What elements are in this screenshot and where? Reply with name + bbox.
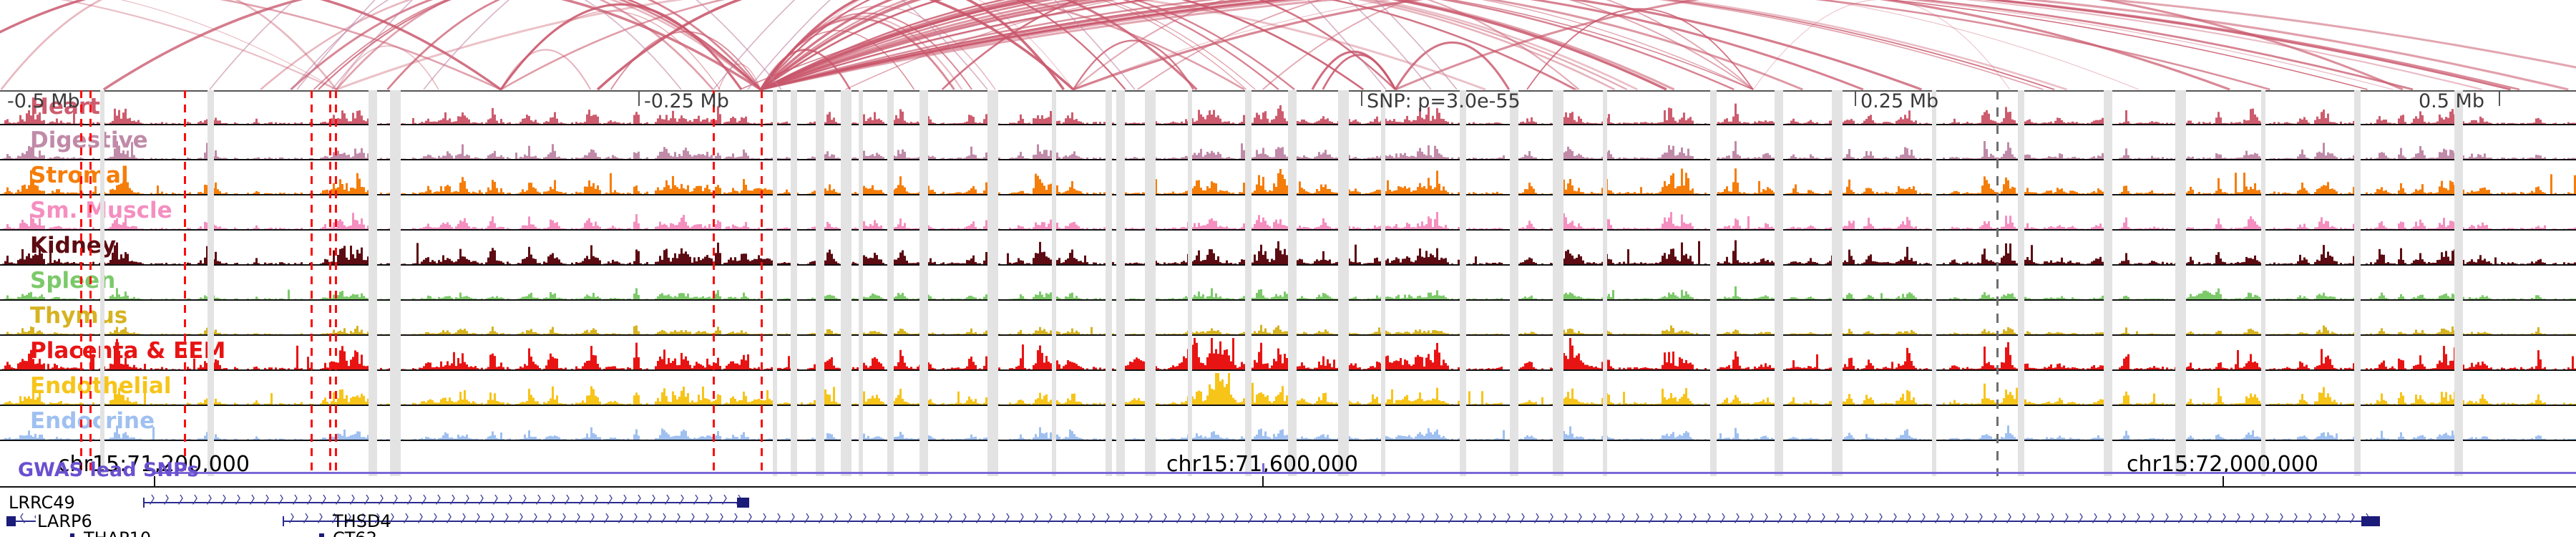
gene-row-2: 〈〈LARP6〉〉〉〉〉〉〉〉〉〉〉〉〉〉〉〉〉〉〉〉〉〉〉〉〉〉〉〉〉〉〉〉〉… [0, 511, 2576, 531]
track-kidney[interactable]: Kidney [0, 231, 2576, 266]
track-stromal[interactable]: Stromal [0, 160, 2576, 195]
gene-strand-arrows: 〉 〉 〉 〉 〉 〉 〉 〉 〉 〉 〉 〉 〉 〉 〉 〉 〉 〉 〉 〉 〉 〉 〉 〉 〉 〉 〉 〉 〉 〉 〉 〉 〉 〉 〉 〉 〉 〉 〉 〉… [288, 513, 2377, 526]
coordinate-tick [1262, 476, 1264, 487]
gene-row-1: 〉 〉 〉 〉 〉 〉 〉 〉 〉 〉 〉 〉 〉 〉 〉 〉 〉 〉 〉 〉 〉 〉 〉 〉 〉 〉 〉 〉 〉 〉 〉 〉 〉 〉 〉 〉 〉 〉 〉 〉… [0, 493, 2576, 513]
signal-histogram [0, 324, 2576, 334]
coordinate-tick [2223, 476, 2224, 487]
signal-histogram [0, 211, 2576, 229]
loop-arcs [0, 0, 2576, 90]
gene-intron-line [143, 502, 749, 503]
signal-histogram [0, 286, 2576, 299]
chromatin-loop-arc-panel [0, 0, 2576, 90]
gene-name-label[interactable]: CT62 [333, 528, 377, 537]
signal-histogram [0, 138, 2576, 159]
track-endocrine[interactable]: Endocrine [0, 406, 2576, 441]
gene-exon-block [319, 533, 324, 537]
track-thymus[interactable]: Thymus [0, 301, 2576, 336]
signal-histogram [0, 338, 2576, 369]
signal-histogram [0, 168, 2576, 194]
track-label: Heart [30, 94, 100, 120]
gene-exon-block [6, 516, 16, 526]
track-label: Placenta & EEM [30, 338, 226, 364]
gene-start-cap [143, 498, 145, 508]
track-sm-muscle[interactable]: Sm. Muscle [0, 195, 2576, 231]
coordinate-and-gene-panel: chr15:71,200,000chr15:71,600,000chr15:72… [0, 452, 2576, 537]
gwas-track-label: GWAS lead SNPs [18, 459, 199, 481]
signal-histogram [0, 425, 2576, 440]
gene-exon-block [70, 533, 74, 537]
track-digestive[interactable]: Digestive [0, 125, 2576, 160]
gene-exon-block [2361, 516, 2380, 526]
gene-intron-line [283, 521, 2380, 522]
gene-name-label[interactable]: THAP10 [84, 528, 151, 537]
track-endothelial[interactable]: Endothelial [0, 371, 2576, 406]
gwas-track-line [154, 472, 2576, 474]
gene-start-cap [283, 516, 284, 526]
coordinate-axis-line [0, 486, 2576, 488]
track-label: Digestive [30, 127, 148, 153]
track-label: Stromal [30, 163, 129, 188]
gene-row-3: THAP10 CT62 [0, 528, 2576, 537]
gene-intron-line [6, 521, 36, 522]
signal-histogram [0, 240, 2576, 264]
gene-exon-block [737, 498, 749, 508]
gene-name-label[interactable]: LARP6 [37, 511, 92, 531]
gene-name-label[interactable]: THSD4 [333, 511, 391, 531]
track-heart[interactable]: Heart [0, 90, 2576, 125]
accessibility-track-stack: Heart Digestive Stromal Sm. Muscle Kidney Spl… [0, 90, 2576, 476]
track-spleen[interactable]: Spleen [0, 266, 2576, 301]
gene-name-label[interactable]: LRRC49 [9, 493, 75, 513]
gwas-lead-snp-marker[interactable] [1262, 463, 1264, 474]
signal-histogram [0, 102, 2576, 124]
track-label: Spleen [30, 268, 116, 294]
track-placenta-eem[interactable]: Placenta & EEM [0, 336, 2576, 371]
track-label: Sm. Muscle [30, 198, 172, 223]
gene-strand-arrows: 〉 〉 〉 〉 〉 〉 〉 〉 〉 〉 〉 〉 〉 〉 〉 〉 〉 〉 〉 〉 〉 〉 〉 〉 〉 〉 〉 〉 〉 〉 〉 〉 〉 〉 〉 〉 〉 〉 〉 〉… [149, 495, 749, 507]
track-label: Endocrine [30, 408, 155, 434]
track-label: Thymus [30, 303, 128, 329]
coordinate-tick [154, 476, 155, 487]
track-label: Endothelial [30, 373, 172, 399]
signal-histogram [0, 373, 2576, 405]
gwas-lead-snp-track: GWAS lead SNPs [0, 459, 2576, 481]
track-label: Kidney [30, 233, 117, 258]
